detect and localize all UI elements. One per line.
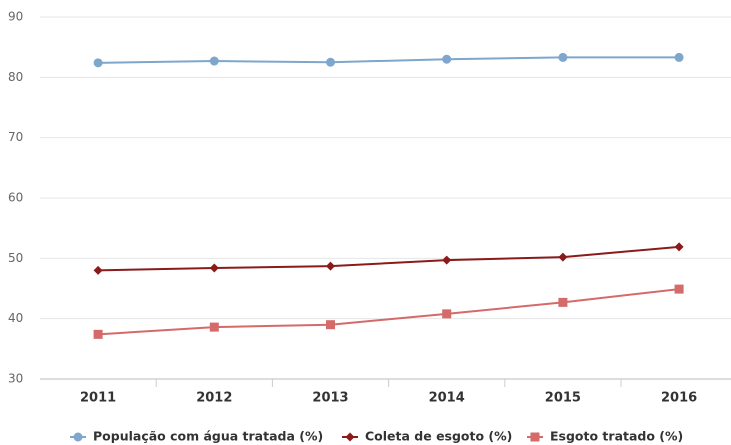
data-point xyxy=(442,255,452,265)
x-tick-label: 2016 xyxy=(661,391,697,406)
data-point xyxy=(326,261,335,271)
data-point xyxy=(209,322,219,332)
data-point xyxy=(674,52,684,62)
series-line xyxy=(98,56,680,64)
legend-marker xyxy=(73,432,83,442)
data-point xyxy=(442,54,452,64)
y-tick-label: 60 xyxy=(8,191,23,205)
legend-label: Esgoto tratado (%) xyxy=(550,429,683,444)
y-tick-label: 90 xyxy=(8,10,23,24)
data-point xyxy=(209,263,219,273)
y-tick-label: 50 xyxy=(8,251,23,265)
x-tick-label: 2011 xyxy=(80,391,116,406)
data-point xyxy=(442,309,452,319)
y-tick-label: 70 xyxy=(8,130,23,144)
data-point xyxy=(674,242,684,252)
series-line xyxy=(98,245,680,272)
x-tick-label: 2012 xyxy=(196,391,232,406)
legend-marker xyxy=(530,432,540,442)
data-point xyxy=(558,252,568,262)
legend-marker xyxy=(345,432,355,442)
data-point xyxy=(93,58,103,68)
x-tick-label: 2013 xyxy=(312,391,348,406)
series-line xyxy=(98,288,680,336)
data-point xyxy=(209,56,219,66)
legend-label: Coleta de esgoto (%) xyxy=(365,429,512,444)
y-tick-label: 80 xyxy=(8,70,23,84)
data-point xyxy=(93,329,103,339)
legend-label: População com água tratada (%) xyxy=(93,429,323,444)
x-tick-label: 2015 xyxy=(545,391,581,406)
y-tick-label: 30 xyxy=(8,372,23,386)
x-tick-label: 2014 xyxy=(429,391,465,406)
data-point xyxy=(326,320,335,330)
y-tick-label: 40 xyxy=(8,311,23,325)
data-point xyxy=(558,297,568,307)
data-point xyxy=(674,284,684,294)
data-point xyxy=(558,52,568,62)
data-point xyxy=(93,265,103,275)
data-point xyxy=(326,57,335,67)
